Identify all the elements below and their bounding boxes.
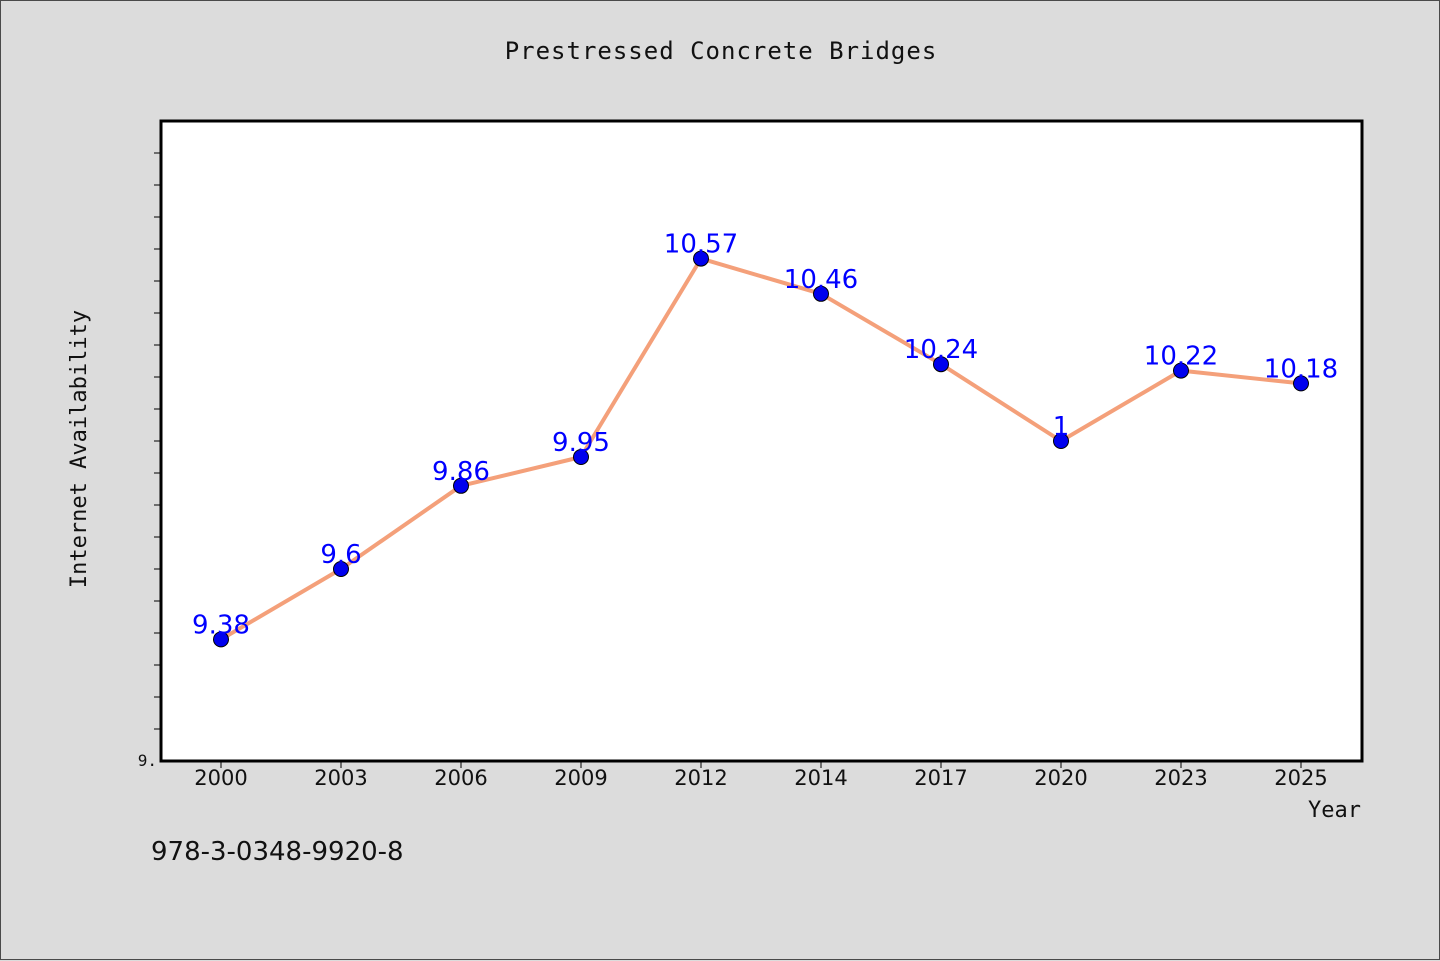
- x-tick-label: 2025: [1274, 766, 1327, 790]
- data-labels: 9.38 9.6 9.86 9.95 10.57 10.46 10.24 1 10.22 10.1…: [192, 230, 1338, 641]
- data-point: [213, 631, 229, 648]
- data-point: [1173, 362, 1189, 379]
- data-label: 9.6: [320, 540, 361, 570]
- data-label: 9.38: [192, 610, 250, 640]
- data-label: 9.86: [432, 457, 490, 487]
- x-tick-label: 2009: [554, 766, 607, 790]
- x-tick-label: 2012: [674, 766, 727, 790]
- data-label: 10.46: [784, 265, 858, 295]
- data-label: 10.24: [904, 335, 978, 365]
- data-point: [333, 561, 349, 577]
- x-tick-label: 2014: [794, 766, 847, 790]
- chart-title: Prestressed Concrete Bridges: [504, 37, 938, 65]
- x-tick-label: 2000: [194, 766, 247, 790]
- y-axis-ticks: 9.: [138, 152, 161, 770]
- data-point: [453, 477, 469, 494]
- series-line: [219, 256, 1302, 642]
- series-line-group: [219, 256, 1302, 642]
- x-axis-label: Year: [1308, 798, 1361, 823]
- data-point: [1293, 375, 1309, 392]
- data-label: 10.18: [1264, 354, 1338, 384]
- y-axis-label: Internet Availability: [67, 310, 92, 588]
- data-point: [1053, 433, 1069, 449]
- data-point: [693, 250, 709, 267]
- y-tick-label: 9.: [138, 751, 157, 770]
- data-point: [933, 356, 949, 373]
- data-label: 1: [1053, 412, 1070, 442]
- isbn-code: 978-3-0348-9920-8: [151, 837, 404, 867]
- x-axis-ticks: 2000 2003 2006 2009 2012 2014 2017 2020 2023 2025: [194, 761, 1328, 790]
- x-tick-label: 2017: [914, 766, 967, 790]
- data-label: 10.57: [664, 230, 738, 260]
- data-point: [573, 449, 589, 465]
- data-point: [813, 285, 829, 302]
- data-label: 10.22: [1144, 342, 1218, 372]
- x-tick-label: 2006: [434, 766, 487, 790]
- x-tick-label: 2023: [1154, 766, 1207, 790]
- plot-area: [159, 119, 1364, 763]
- data-label: 9.95: [552, 428, 610, 458]
- x-tick-label: 2003: [314, 766, 367, 790]
- data-markers: [213, 250, 1309, 648]
- x-tick-label: 2020: [1034, 766, 1087, 790]
